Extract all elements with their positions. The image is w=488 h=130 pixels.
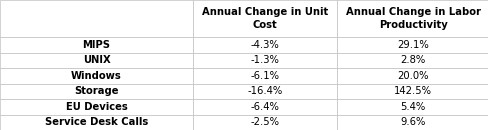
Bar (193, 37, 337, 53)
Text: EU Devices: EU Devices (65, 102, 127, 112)
Bar (0, 53, 193, 68)
Text: 9.6%: 9.6% (400, 117, 425, 127)
Text: Windows: Windows (71, 71, 122, 81)
Bar (337, 37, 488, 53)
Text: -1.3%: -1.3% (250, 55, 279, 65)
Text: Annual Change in Unit
Cost: Annual Change in Unit Cost (202, 7, 328, 30)
Text: Annual Change in Labor
Productivity: Annual Change in Labor Productivity (345, 7, 480, 30)
Bar (337, 83, 488, 99)
Text: 20.0%: 20.0% (397, 71, 428, 81)
Bar (337, 53, 488, 68)
Text: UNIX: UNIX (82, 55, 110, 65)
Text: Service Desk Calls: Service Desk Calls (45, 117, 148, 127)
Text: -4.3%: -4.3% (250, 40, 279, 50)
Text: 5.4%: 5.4% (400, 102, 425, 112)
Text: -2.5%: -2.5% (250, 117, 279, 127)
Bar (0, 99, 193, 115)
Bar (0, 68, 193, 83)
Bar (337, 68, 488, 83)
Bar (193, 0, 337, 37)
Text: -6.1%: -6.1% (250, 71, 279, 81)
Bar (193, 53, 337, 68)
Text: -6.4%: -6.4% (250, 102, 279, 112)
Bar (0, 115, 193, 130)
Bar (337, 99, 488, 115)
Bar (193, 99, 337, 115)
Bar (0, 37, 193, 53)
Text: 2.8%: 2.8% (400, 55, 425, 65)
Text: 142.5%: 142.5% (393, 86, 431, 96)
Bar (0, 0, 193, 37)
Text: -16.4%: -16.4% (247, 86, 283, 96)
Text: MIPS: MIPS (82, 40, 110, 50)
Text: Storage: Storage (74, 86, 119, 96)
Bar (193, 115, 337, 130)
Text: 29.1%: 29.1% (397, 40, 428, 50)
Bar (193, 83, 337, 99)
Bar (337, 115, 488, 130)
Bar (193, 68, 337, 83)
Bar (337, 0, 488, 37)
Bar (0, 83, 193, 99)
